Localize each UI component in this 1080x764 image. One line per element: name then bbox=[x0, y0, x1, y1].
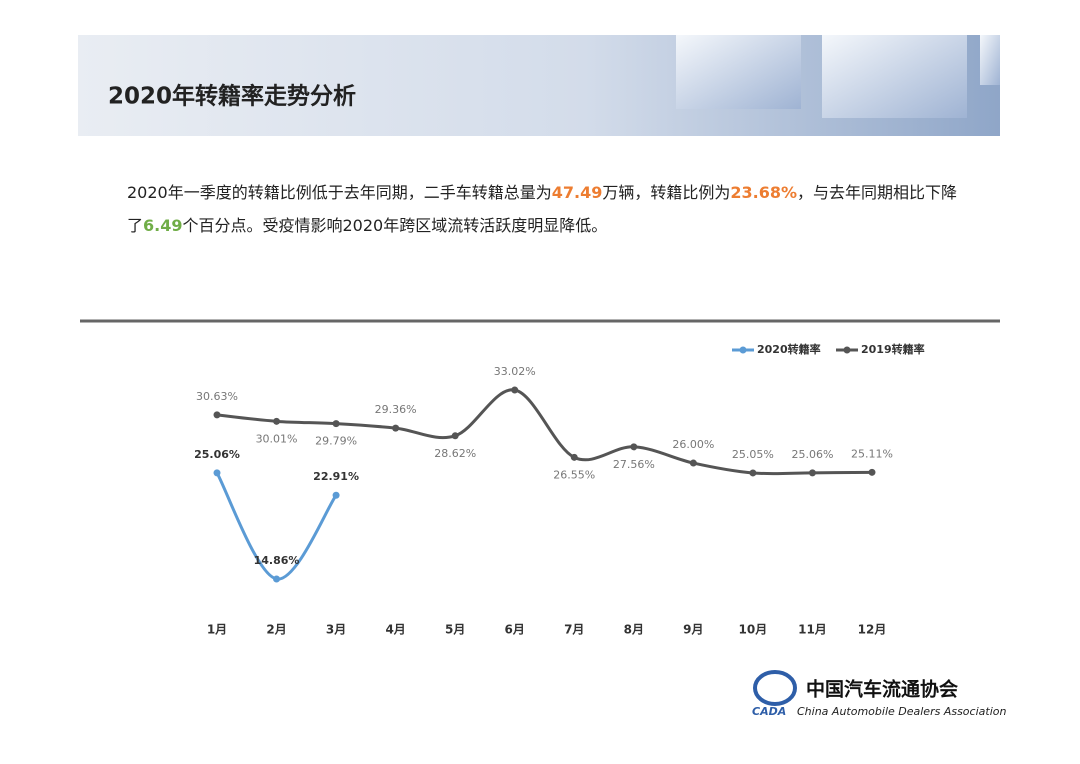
data-point bbox=[273, 575, 281, 583]
data-point bbox=[451, 432, 459, 440]
logo-abbr: CADA bbox=[752, 705, 786, 718]
data-label: 22.91% bbox=[313, 470, 359, 483]
data-point bbox=[689, 459, 697, 467]
logo: CADA 中国汽车流通协会 China Automobile Dealers A… bbox=[752, 670, 1006, 718]
data-point bbox=[213, 411, 221, 419]
x-tick-label: 11月 bbox=[798, 623, 827, 637]
data-label: 29.79% bbox=[315, 435, 357, 448]
paragraph-text: 万辆，转籍比例为 bbox=[602, 183, 731, 202]
header-cube bbox=[980, 35, 1000, 85]
logo-mark bbox=[753, 670, 797, 706]
summary-paragraph: 2020年一季度的转籍比例低于去年同期，二手车转籍总量为47.49万辆，转籍比例… bbox=[127, 176, 957, 242]
header-title: 2020年转籍率走势分析 bbox=[108, 83, 356, 110]
data-label: 25.11% bbox=[851, 447, 893, 460]
org-cn: 中国汽车流通协会 bbox=[806, 678, 958, 701]
paragraph-text: ，与去年同期相比下降了 bbox=[127, 183, 958, 235]
data-label: 25.05% bbox=[732, 448, 774, 461]
paragraph-text: 6.49 bbox=[143, 216, 183, 235]
x-tick-label: 10月 bbox=[739, 623, 768, 637]
data-point bbox=[630, 443, 638, 451]
org-en: China Automobile Dealers Association bbox=[797, 705, 1006, 718]
x-tick-label: 1月 bbox=[207, 623, 227, 637]
data-label: 14.86% bbox=[254, 554, 300, 567]
data-label: 30.63% bbox=[196, 390, 238, 403]
legend-dot bbox=[739, 346, 747, 354]
series-line bbox=[216, 388, 873, 476]
x-tick-label: 4月 bbox=[385, 623, 405, 637]
header-cube bbox=[676, 35, 801, 109]
chart: 1月 2月 3月 4月 5月 6月 7月 8月 9月 10月 11月 12月 30.63% 30.01% 2… bbox=[194, 342, 925, 637]
x-tick-label: 2月 bbox=[266, 623, 286, 637]
paragraph-text: 47.49 bbox=[551, 183, 603, 202]
x-tick-label: 9月 bbox=[683, 623, 703, 637]
data-label: 29.36% bbox=[375, 403, 417, 416]
paragraph-text: 个百分点。受疫情影响2020年跨区域流转活跃度明显降低。 bbox=[182, 216, 608, 235]
data-point bbox=[511, 386, 519, 394]
x-tick-label: 12月 bbox=[858, 623, 887, 637]
legend-label: 2020转籍率 bbox=[757, 342, 821, 356]
header-cube bbox=[822, 35, 967, 118]
data-point bbox=[392, 424, 400, 432]
data-point bbox=[213, 469, 221, 477]
data-point bbox=[332, 420, 340, 428]
x-tick-label: 8月 bbox=[624, 623, 644, 637]
data-label: 28.62% bbox=[434, 447, 476, 460]
x-tick-label: 3月 bbox=[326, 623, 346, 637]
paragraph-text: 23.68% bbox=[730, 183, 797, 202]
data-label: 26.55% bbox=[553, 468, 595, 481]
legend-label: 2019转籍率 bbox=[861, 342, 925, 356]
legend-dot bbox=[843, 346, 851, 354]
paragraph-text: 2020年一季度的转籍比例低于去年同期，二手车转籍总量为 bbox=[127, 183, 552, 202]
x-tick-label: 5月 bbox=[445, 623, 465, 637]
data-point bbox=[570, 453, 578, 461]
data-point bbox=[332, 491, 340, 499]
data-point bbox=[868, 468, 876, 476]
data-label: 30.01% bbox=[256, 432, 298, 445]
x-tick-label: 7月 bbox=[564, 623, 584, 637]
data-point bbox=[273, 417, 281, 425]
data-label: 25.06% bbox=[194, 448, 240, 461]
data-point bbox=[808, 469, 816, 477]
data-label: 33.02% bbox=[494, 365, 536, 378]
data-label: 25.06% bbox=[791, 448, 833, 461]
x-tick-label: 6月 bbox=[505, 623, 525, 637]
data-point bbox=[749, 469, 757, 477]
data-label: 26.00% bbox=[672, 438, 714, 451]
data-label: 27.56% bbox=[613, 458, 655, 471]
